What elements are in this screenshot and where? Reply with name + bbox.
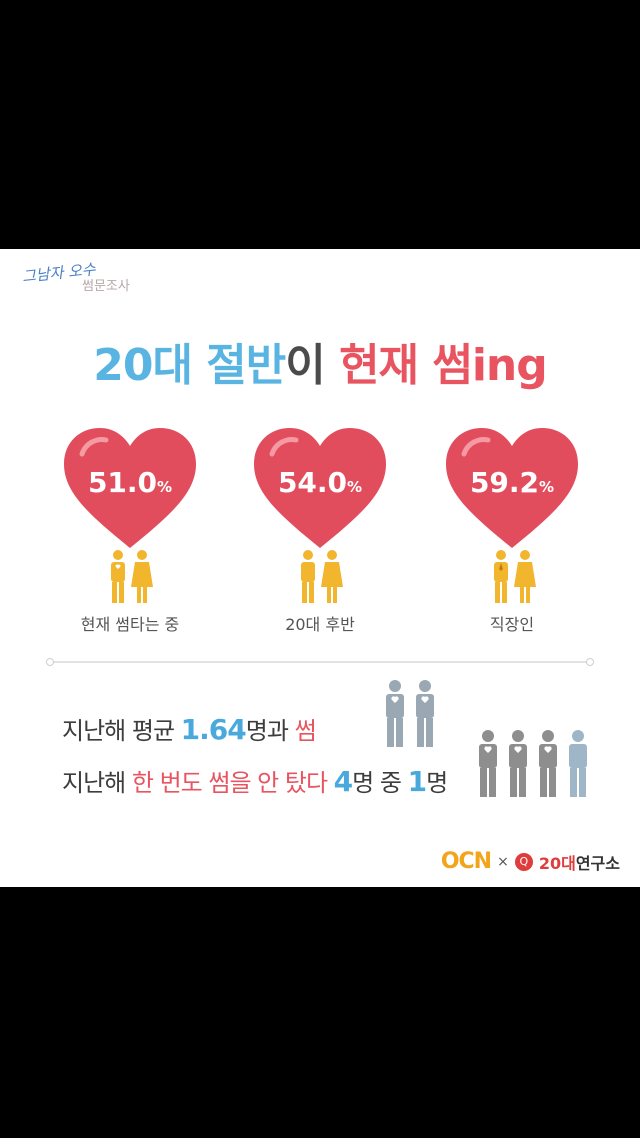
pin-icon: Q — [514, 852, 533, 871]
heart-icon — [254, 428, 386, 548]
page-title: 20대 절반이 현재 썸ing — [0, 329, 640, 393]
heart-label: 직장인 — [489, 615, 535, 634]
infographic-card: 그남자 오수 썸문조사 20대 절반이 현재 썸ing 51.0% 54.0% … — [0, 249, 640, 887]
ocn-logo: OCN — [440, 849, 492, 874]
stat-text: 명 — [426, 769, 448, 797]
stat-number: 4 — [333, 765, 354, 798]
stat-highlight: 썸 — [294, 717, 317, 745]
brand-footer: OCN × Q 20대연구소 — [441, 849, 620, 874]
heart-label: 현재 썸타는 중 — [80, 615, 180, 634]
headline-part1: 20대 절반 — [93, 340, 286, 391]
couple-icon — [111, 550, 153, 603]
heart-label: 20대 후반 — [285, 615, 355, 634]
heart-unit: % — [539, 478, 555, 496]
couple-icon — [301, 550, 343, 603]
heart-stat-3: 59.2% — [442, 424, 582, 554]
couple-icon — [494, 550, 536, 603]
heart-stat-2: 54.0% — [250, 424, 390, 554]
heart-value: 59.2 — [469, 466, 540, 499]
divider-dot — [46, 658, 54, 666]
headline-part2: 이 — [285, 340, 340, 391]
stat-text: 지난해 평균 — [62, 717, 181, 745]
heart-unit: % — [157, 478, 173, 496]
divider — [50, 661, 590, 663]
heart-icon — [446, 428, 578, 548]
stat-line-1: 지난해 평균 1.64명과 썸 — [62, 711, 317, 746]
people-group-icon — [479, 730, 587, 797]
stat-text: 명 중 — [352, 769, 408, 797]
brand-name-text: 연구소 — [575, 853, 620, 873]
stat-number: 1.64 — [180, 713, 247, 746]
brand-name-red: 20대 — [538, 853, 576, 873]
heart-value: 54.0 — [277, 466, 348, 499]
heart-stat-1: 51.0% — [60, 424, 200, 554]
stat-text: 명과 — [245, 717, 295, 745]
brand-name: 20대연구소 — [539, 850, 620, 874]
heart-value: 51.0 — [87, 466, 158, 499]
heart-unit: % — [347, 478, 363, 496]
headline-part3: 현재 썸ing — [339, 340, 548, 391]
heart-icon — [64, 428, 196, 548]
divider-dot — [586, 658, 594, 666]
stat-highlight: 한 번도 썸을 안 탔다 — [131, 769, 334, 797]
people-pair-icon — [386, 680, 434, 747]
logo-subtitle: 썸문조사 — [82, 279, 130, 294]
stat-text: 지난해 — [62, 769, 132, 797]
stat-line-2: 지난해 한 번도 썸을 안 탔다 4명 중 1명 — [62, 763, 448, 798]
stat-number: 1 — [407, 765, 428, 798]
times-symbol: × — [497, 853, 509, 870]
